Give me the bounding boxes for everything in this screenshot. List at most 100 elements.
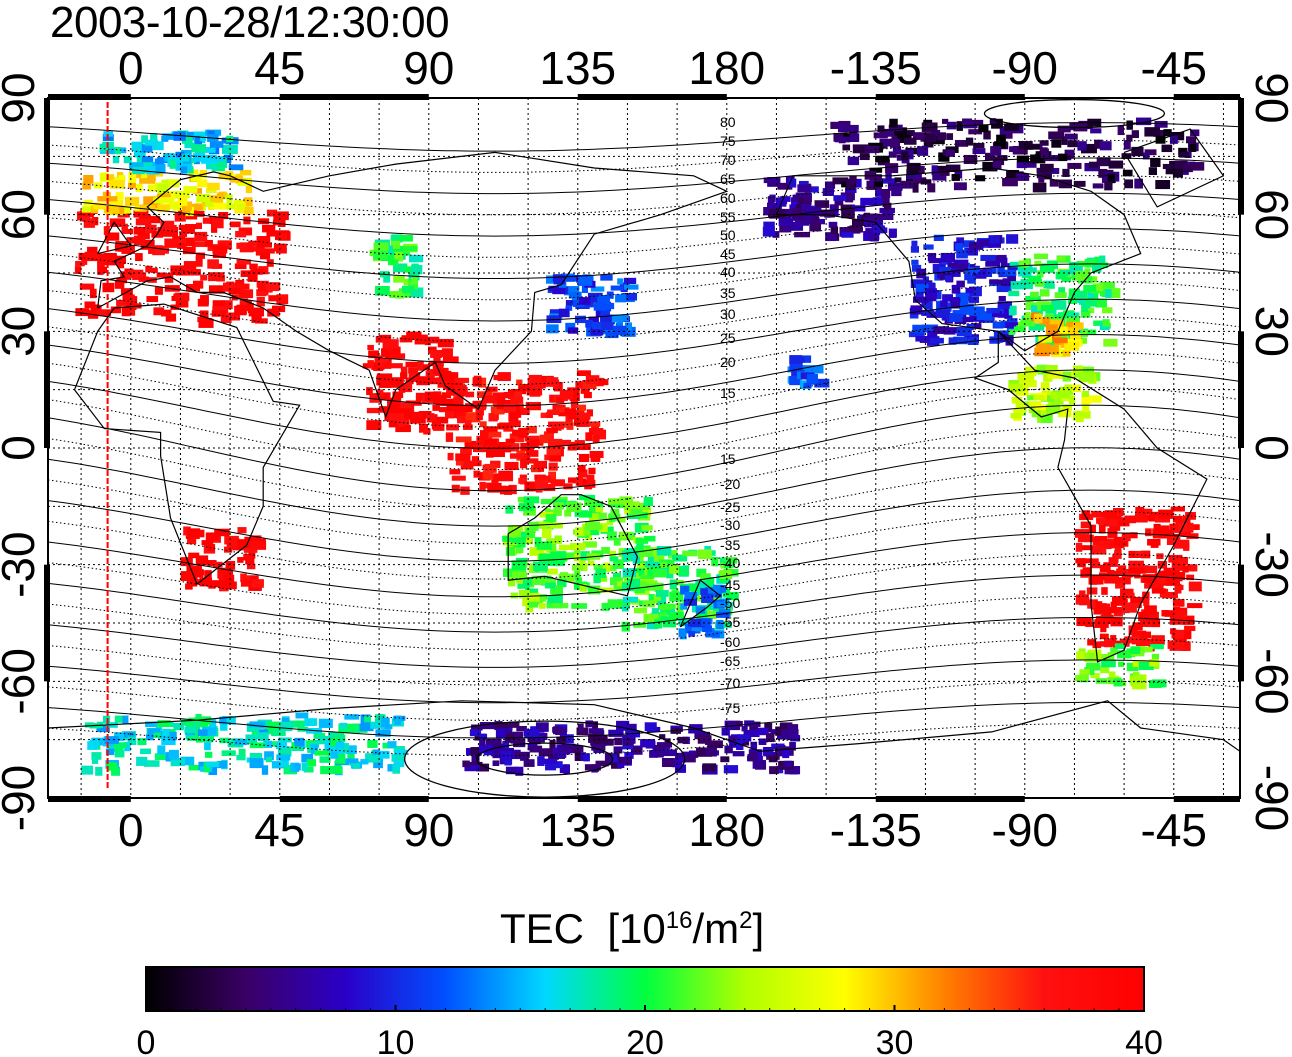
- colorbar-unit-base: [10: [607, 905, 666, 952]
- tec-pixel: [97, 260, 105, 268]
- tec-pixel: [701, 618, 711, 627]
- tec-pixel: [1076, 651, 1086, 661]
- tec-pixel: [777, 182, 793, 190]
- tec-pixel: [365, 754, 381, 763]
- tec-pixel: [373, 758, 383, 769]
- tec-pixel: [772, 231, 780, 238]
- tec-pixel: [1095, 604, 1110, 614]
- tec-pixel: [965, 137, 974, 146]
- tec-pixel: [1186, 533, 1199, 539]
- tec-pixel: [1062, 327, 1079, 335]
- tec-pixel: [845, 187, 857, 194]
- tec-pixel: [633, 622, 647, 628]
- tec-pixel: [588, 733, 598, 743]
- tec-pixel: [395, 424, 411, 433]
- right-axis-tick-label: 30: [1246, 306, 1292, 357]
- tec-pixel: [154, 753, 166, 761]
- tec-pixel: [193, 569, 204, 578]
- tec-pixel: [944, 275, 953, 282]
- tec-pixel: [1075, 542, 1083, 552]
- tec-pixel: [1041, 304, 1055, 312]
- tec-pixel: [465, 391, 475, 398]
- tec-pixel: [524, 481, 540, 492]
- contour-line: [48, 659, 1240, 704]
- tec-pixel: [601, 602, 610, 611]
- right-axis-tick-label: 90: [1246, 72, 1292, 123]
- tec-pixel: [1108, 160, 1124, 169]
- tec-pixel: [159, 197, 175, 204]
- tec-pixel: [87, 246, 98, 254]
- tec-pixel: [394, 715, 401, 725]
- tec-pixel: [1035, 404, 1043, 411]
- tec-pixel: [1012, 145, 1028, 155]
- tec-pixel: [1009, 146, 1019, 153]
- tec-pixel: [83, 218, 95, 228]
- tec-pixel: [1148, 614, 1157, 620]
- tec-pixel: [206, 761, 220, 768]
- tec-pixel: [157, 204, 170, 213]
- colorbar-tick-label: 30: [876, 1024, 914, 1057]
- tec-pixel: [389, 377, 404, 385]
- tec-pixel: [1122, 169, 1133, 177]
- tec-pixel: [892, 146, 902, 155]
- tec-pixel: [700, 588, 708, 595]
- tec-pixel: [495, 728, 506, 739]
- tec-pixel: [736, 720, 743, 727]
- tec-pixel: [1121, 574, 1131, 585]
- tec-pixel: [476, 763, 490, 772]
- tec-pixel: [1075, 270, 1088, 281]
- tec-pixel: [517, 583, 530, 589]
- tec-pixel: [194, 149, 206, 157]
- tec-pixel: [479, 722, 496, 730]
- tec-pixel: [306, 759, 317, 767]
- tec-pixel: [690, 618, 706, 628]
- tec-pixel: [184, 726, 197, 734]
- tec-pixel: [162, 226, 179, 237]
- tec-pixel: [545, 762, 557, 771]
- tec-pixel: [283, 764, 298, 775]
- tec-pixel: [379, 750, 390, 759]
- tec-pixel: [81, 206, 91, 213]
- tec-pixel: [947, 262, 959, 269]
- tec-pixel: [962, 118, 973, 124]
- tec-pixel: [608, 729, 624, 737]
- tec-pixel: [381, 717, 390, 728]
- tec-pixel: [590, 454, 601, 462]
- tec-pixel: [533, 561, 548, 571]
- tec-pixel: [592, 321, 602, 330]
- left-axis-tick-label: 90: [0, 72, 44, 123]
- tec-pixel: [616, 720, 630, 731]
- tec-pixel: [408, 254, 424, 263]
- tec-pixel: [487, 482, 502, 493]
- tec-pixel: [656, 748, 664, 758]
- tec-pixel: [991, 311, 1002, 318]
- tec-pixel: [613, 746, 623, 754]
- tec-pixel: [705, 631, 720, 638]
- tec-pixel: [529, 439, 544, 446]
- tec-pixel: [1028, 401, 1042, 408]
- tec-pixel: [1080, 569, 1089, 578]
- tec-pixel: [257, 732, 269, 742]
- tec-pixel: [442, 356, 459, 364]
- tec-pixel: [465, 412, 477, 420]
- tec-pixel: [1078, 372, 1095, 382]
- tec-pixel: [770, 729, 777, 735]
- tec-pixel: [460, 447, 472, 456]
- tec-pixel: [711, 556, 719, 567]
- tec-pixel: [262, 248, 275, 254]
- tec-pixel: [180, 756, 195, 766]
- tec-pixel: [910, 305, 923, 315]
- tec-pixel: [587, 292, 603, 303]
- tec-pixel: [257, 218, 270, 225]
- bottom-axis-tick-label: 45: [254, 804, 305, 856]
- right-axis-tick-label: -30: [1246, 531, 1292, 597]
- map-title: 2003-10-28/12:30:00: [50, 0, 450, 47]
- tec-pixel: [155, 164, 166, 174]
- tec-pixel: [590, 327, 604, 336]
- tec-pixel: [1011, 396, 1023, 404]
- tec-pixel: [199, 169, 207, 177]
- tec-pixel: [685, 754, 696, 763]
- tec-pixel: [512, 731, 524, 739]
- tec-pixel: [528, 563, 536, 574]
- tec-pixel: [610, 285, 624, 291]
